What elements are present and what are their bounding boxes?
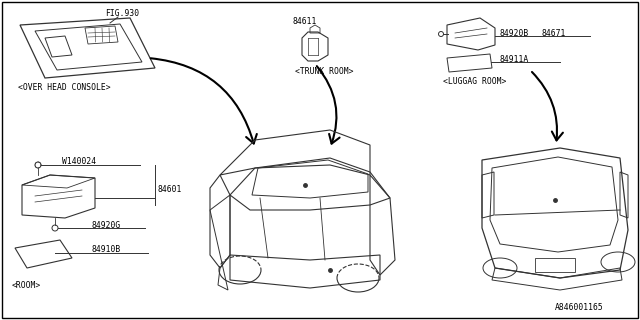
Text: <OVER HEAD CONSOLE>: <OVER HEAD CONSOLE> [18, 84, 111, 92]
Bar [535, 258, 575, 272]
Text: FIG.930: FIG.930 [105, 10, 139, 19]
Text: 84601: 84601 [157, 186, 181, 195]
Text: <TRUNK ROOM>: <TRUNK ROOM> [295, 68, 353, 76]
FancyArrowPatch shape [317, 66, 340, 144]
Text: 84920B: 84920B [499, 28, 528, 37]
Text: A846001165: A846001165 [555, 303, 604, 313]
FancyArrowPatch shape [151, 58, 257, 143]
Text: 84611: 84611 [293, 18, 317, 27]
Text: 84920G: 84920G [92, 220, 121, 229]
Text: 84910B: 84910B [92, 245, 121, 254]
Text: <LUGGAG ROOM>: <LUGGAG ROOM> [443, 77, 506, 86]
Text: 84671: 84671 [542, 28, 566, 37]
Text: <ROOM>: <ROOM> [12, 281, 41, 290]
Text: 84911A: 84911A [500, 54, 529, 63]
Text: W140024: W140024 [62, 157, 96, 166]
FancyArrowPatch shape [532, 72, 563, 140]
